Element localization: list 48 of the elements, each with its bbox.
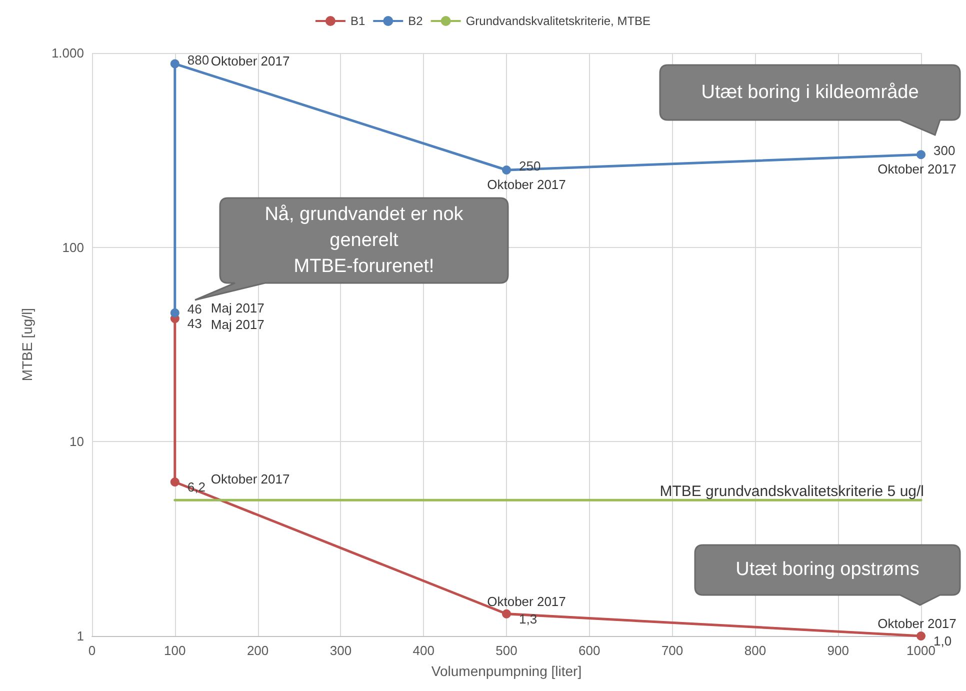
annotation: MTBE grundvandskvalitetskriterie 5 ug/l <box>660 483 924 500</box>
annotation: Maj 2017 <box>210 300 264 316</box>
point <box>170 308 180 318</box>
annotation: Utæt boring opstrøms <box>734 558 920 582</box>
legend-label: B1 <box>350 14 366 28</box>
annotation: Maj 2017 <box>210 317 264 332</box>
point <box>502 609 511 618</box>
speech-bubble: Utæt boring opstrøms <box>693 543 962 607</box>
x-tick-label: 500 <box>496 643 518 658</box>
annotation: Oktober 2017 <box>487 177 566 192</box>
data-label: 46 <box>187 301 202 316</box>
data-label: 43 <box>187 316 202 332</box>
annotation: Oktober 2017 <box>487 594 566 609</box>
speech-bubble: Utæt boring i kildeområde <box>658 63 962 137</box>
x-tick-label: 600 <box>578 643 600 658</box>
data-label: 1,0 <box>934 634 952 648</box>
x-axis-title: Volumenpumpning [liter] <box>431 663 582 679</box>
y-axis-title: MTBE [ug/l] <box>19 308 35 382</box>
x-tick-label: 1000 <box>906 643 936 658</box>
data-label: 300 <box>934 143 956 158</box>
x-tick-label: 400 <box>412 643 434 658</box>
point <box>916 632 926 640</box>
y-tick-label: 1.000 <box>51 46 84 60</box>
speech-bubble: Nå, grundvandet er nok generelt MTBE-forurenet! <box>193 196 510 302</box>
point <box>170 478 180 487</box>
annotation: Oktober 2017 <box>210 472 290 487</box>
y-tick-label: 100 <box>62 240 84 255</box>
x-tick-label: 200 <box>246 643 269 658</box>
x-tick-label: 0 <box>88 643 96 658</box>
annotation: Oktober 2017 <box>878 616 956 631</box>
data-label: 1,3 <box>519 611 538 626</box>
annotation: Nå, grundvandet er nok generelt MTBE-forurenet! <box>264 202 464 278</box>
x-tick-label: 700 <box>661 643 684 658</box>
annotation: Oktober 2017 <box>878 162 956 177</box>
point <box>502 166 511 174</box>
annotation: Oktober 2017 <box>210 53 290 68</box>
point <box>170 59 180 68</box>
y-tick-label: 10 <box>70 434 84 450</box>
annotation: Utæt boring i kildeområde <box>700 80 920 104</box>
legend-label: Grundvandskvalitetskriterie, MTBE <box>466 14 651 28</box>
x-tick-label: 900 <box>827 643 849 658</box>
point <box>916 150 926 160</box>
legend-label: B2 <box>408 14 424 28</box>
x-tick-label: 800 <box>744 643 766 658</box>
x-tick-label: 100 <box>164 643 186 658</box>
x-tick-label: 300 <box>330 643 352 658</box>
data-label: 880 <box>187 52 210 68</box>
y-tick-label: 1 <box>76 628 84 644</box>
